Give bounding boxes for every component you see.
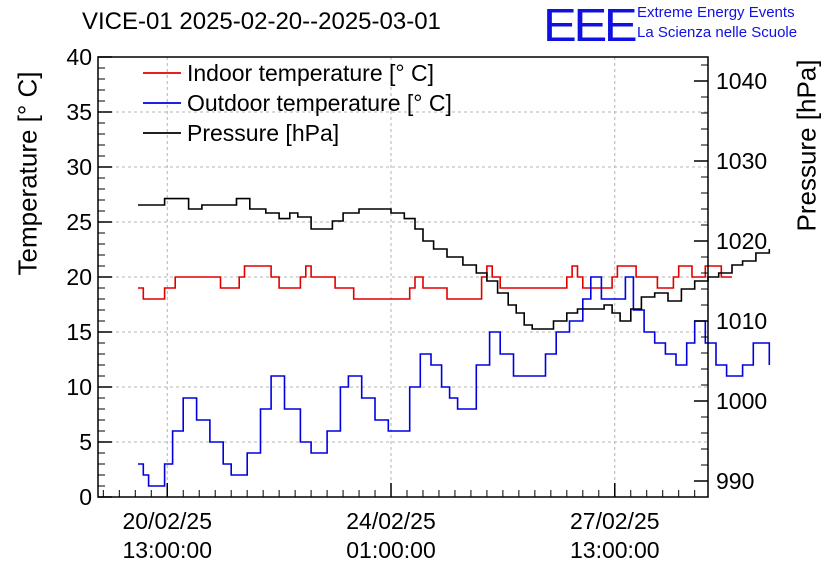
- x-tick-label-time: 13:00:00: [570, 537, 660, 563]
- logo-line-1: Extreme Energy Events: [637, 4, 795, 21]
- y2-tick-label: 1000: [716, 388, 767, 414]
- grid-lines: [98, 57, 708, 497]
- y2-tick-label: 1010: [716, 308, 767, 334]
- y-tick-label: 5: [79, 429, 92, 455]
- y-tick-label: 30: [66, 154, 92, 180]
- legend-label: Outdoor temperature [° C]: [187, 90, 452, 116]
- series-line-indoor: [138, 265, 732, 300]
- y-tick-label: 10: [66, 374, 92, 400]
- axis-ticks: 0 5 10 15 20 25 30 35 40 990 1000 1010 1020 1030 1040 2…: [66, 44, 767, 563]
- legend: Indoor temperature [° C] Outdoor temperat…: [143, 60, 452, 146]
- x-tick-label-date: 27/02/25: [570, 508, 660, 534]
- legend-label: Indoor temperature [° C]: [187, 60, 434, 86]
- series-line-outdoor: [138, 276, 771, 487]
- x-tick-label-time: 01:00:00: [346, 537, 436, 563]
- y-tick-label: 35: [66, 99, 92, 125]
- y-tick-label: 0: [79, 484, 92, 510]
- y-tick-label: 20: [66, 264, 92, 290]
- y-tick-label: 25: [66, 209, 92, 235]
- y2-axis-title: Pressure [hPa]: [791, 59, 822, 232]
- y2-tick-label: 1040: [716, 68, 767, 94]
- y-axis-title: Temperature [° C]: [12, 71, 43, 276]
- legend-label: Pressure [hPa]: [187, 120, 339, 146]
- y2-tick-label: 990: [716, 468, 754, 494]
- x-tick-label-date: 20/02/25: [122, 508, 212, 534]
- logo-line-2: La Scienza nelle Scuole: [637, 24, 798, 41]
- y2-tick-label: 1020: [716, 228, 767, 254]
- x-tick-label-time: 13:00:00: [122, 537, 212, 563]
- chart-title: VICE-01 2025-02-20--2025-03-01: [82, 8, 441, 35]
- y-tick-label: 40: [66, 44, 92, 70]
- eee-logo: EEE: [543, 0, 638, 51]
- y-tick-label: 15: [66, 319, 92, 345]
- series-line-pressure: [138, 197, 771, 330]
- x-tick-label-date: 24/02/25: [346, 508, 436, 534]
- series-layer: [138, 197, 771, 487]
- y2-tick-label: 1030: [716, 148, 767, 174]
